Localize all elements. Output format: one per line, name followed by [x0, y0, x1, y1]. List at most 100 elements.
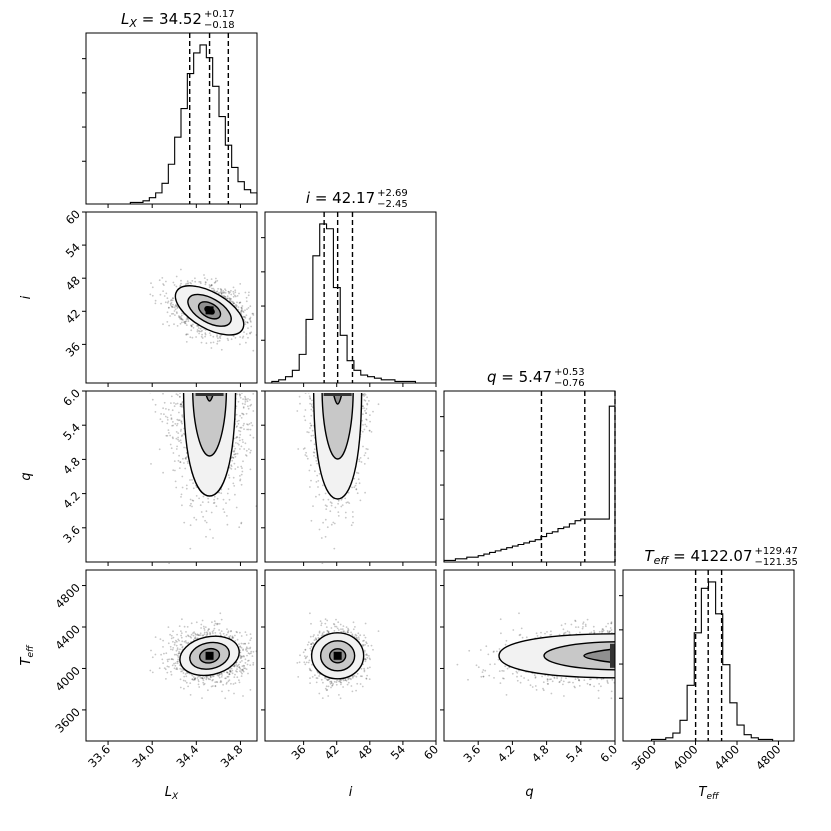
- sample-point: [185, 631, 187, 633]
- sample-point: [207, 689, 209, 692]
- sample-point: [184, 457, 187, 460]
- sample-point: [196, 325, 198, 327]
- sample-point: [178, 639, 181, 642]
- sample-point: [312, 505, 314, 507]
- sample-point: [236, 442, 239, 445]
- sample-point: [214, 280, 217, 283]
- sample-point: [166, 301, 169, 304]
- sample-point: [237, 400, 240, 403]
- sample-point: [239, 475, 241, 477]
- sample-point: [252, 436, 255, 439]
- sample-point: [154, 302, 157, 305]
- sample-point: [213, 624, 216, 627]
- sample-point: [309, 486, 311, 488]
- sample-point: [180, 317, 183, 320]
- sample-point: [240, 306, 243, 309]
- sample-point: [186, 333, 189, 336]
- sample-point: [245, 646, 248, 649]
- sample-point: [181, 668, 183, 671]
- sample-point: [239, 651, 242, 654]
- sample-point: [247, 398, 249, 400]
- sample-point: [194, 637, 197, 640]
- sample-point: [167, 408, 170, 411]
- sample-point: [203, 631, 206, 634]
- sample-point: [175, 431, 178, 433]
- sample-point: [220, 290, 223, 293]
- sample-point: [247, 407, 250, 410]
- sample-point: [229, 291, 231, 294]
- sample-point: [226, 515, 228, 517]
- sample-point: [324, 504, 327, 507]
- sample-point: [225, 633, 228, 636]
- sample-point: [184, 321, 186, 323]
- sample-point: [201, 337, 204, 339]
- sample-point: [227, 339, 230, 342]
- sample-point: [228, 635, 231, 638]
- sample-point: [179, 405, 182, 408]
- sample-point: [170, 637, 173, 640]
- sample-point: [236, 425, 239, 427]
- sample-point: [202, 495, 205, 498]
- sample-point: [172, 424, 175, 427]
- sample-point: [184, 322, 187, 325]
- sample-point: [213, 495, 216, 498]
- sample-point: [178, 454, 181, 457]
- sample-point: [246, 321, 249, 324]
- sample-point: [245, 449, 248, 452]
- sample-point: [364, 393, 367, 396]
- sample-point: [181, 618, 183, 621]
- sample-point: [249, 318, 252, 320]
- sample-point: [151, 294, 154, 297]
- sample-point: [228, 679, 231, 681]
- sample-point: [308, 395, 311, 398]
- sample-point: [223, 295, 226, 298]
- sample-point: [229, 635, 232, 637]
- sample-point: [228, 498, 231, 501]
- sample-point: [245, 454, 247, 456]
- sample-point: [171, 436, 174, 439]
- sample-point: [180, 496, 182, 498]
- sample-point: [177, 660, 179, 663]
- sample-point: [172, 306, 174, 309]
- sample-point: [238, 419, 240, 422]
- sample-point: [212, 678, 214, 681]
- sample-point: [324, 518, 327, 521]
- sample-point: [151, 398, 154, 401]
- sample-point: [326, 505, 328, 508]
- sample-point: [234, 453, 236, 456]
- sample-point: [242, 315, 245, 318]
- sample-point: [198, 634, 200, 637]
- sample-point: [170, 304, 172, 306]
- sample-point: [225, 502, 227, 504]
- sample-point: [228, 297, 231, 299]
- sample-point: [176, 305, 179, 308]
- sample-point: [179, 648, 181, 651]
- sample-point: [175, 403, 177, 405]
- sample-point: [187, 635, 190, 638]
- sample-point: [171, 305, 174, 308]
- sample-point: [243, 428, 245, 430]
- sample-point: [228, 298, 231, 301]
- sample-point: [232, 302, 235, 305]
- sample-point: [232, 286, 235, 289]
- sample-point: [240, 310, 243, 313]
- sample-point: [245, 314, 248, 317]
- sample-point: [164, 415, 167, 418]
- sample-point: [356, 492, 359, 495]
- sample-point: [210, 284, 213, 287]
- sample-point: [190, 502, 192, 505]
- sample-point: [170, 298, 173, 301]
- sample-point: [241, 308, 243, 310]
- sample-point: [310, 405, 313, 407]
- sample-point: [242, 398, 245, 400]
- sample-point: [166, 422, 169, 425]
- sample-point: [185, 333, 188, 336]
- sample-point: [200, 623, 203, 626]
- sample-point: [246, 400, 249, 403]
- sample-point: [209, 334, 212, 337]
- sample-point: [190, 324, 193, 327]
- sample-point: [194, 678, 196, 680]
- sample-point: [198, 330, 200, 332]
- sample-point: [226, 523, 229, 526]
- sample-point: [180, 643, 183, 646]
